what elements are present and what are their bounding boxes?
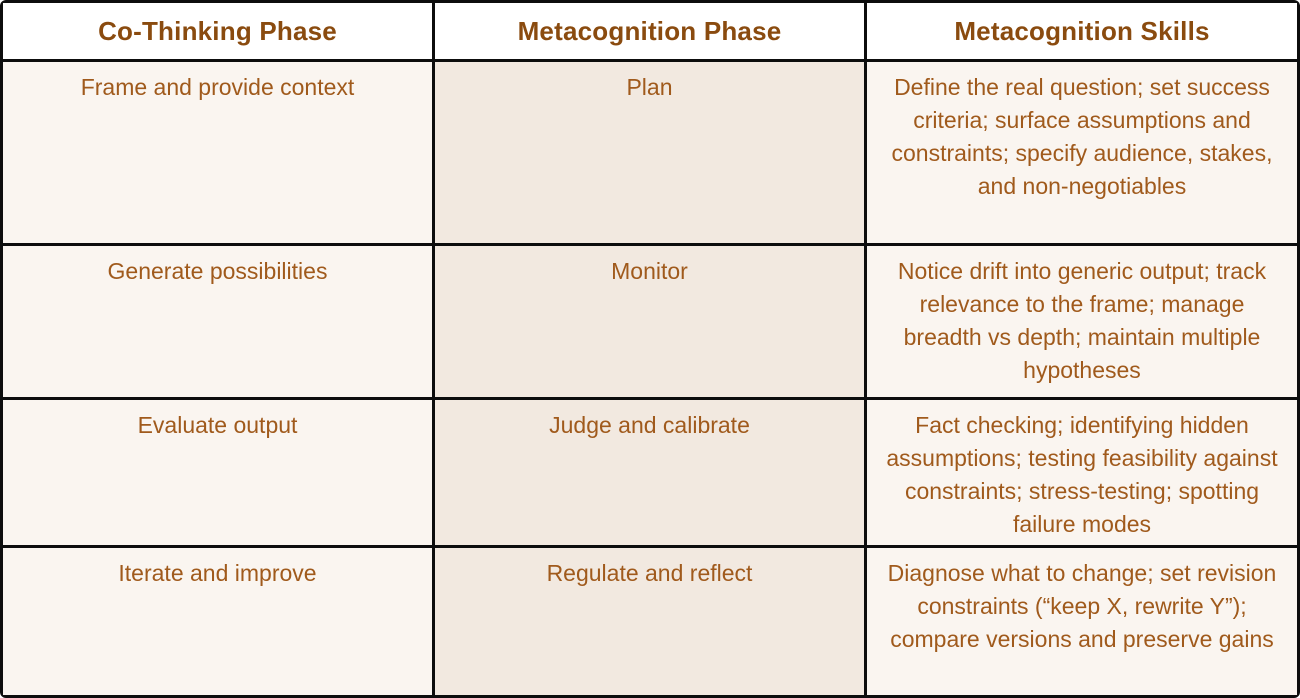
- metacognition-phase-text: Regulate and reflect: [546, 560, 753, 586]
- phase-text: Generate possibilities: [107, 258, 328, 284]
- cell-skills: Fact checking; identifying hidden assump…: [867, 400, 1297, 545]
- metacognition-phase-text: Plan: [626, 74, 673, 100]
- cell-metacognition-phase: Plan: [435, 62, 864, 243]
- phase-text: Frame and provide context: [80, 74, 355, 100]
- phase-text: Iterate and improve: [118, 560, 317, 586]
- column-header-label: Metacognition Skills: [954, 15, 1210, 46]
- skills-text: Notice drift into generic output; track …: [897, 258, 1267, 383]
- cell-metacognition-phase: Regulate and reflect: [435, 548, 864, 695]
- cell-phase: Frame and provide context: [3, 62, 432, 243]
- cell-metacognition-phase: Monitor: [435, 246, 864, 397]
- skills-text: Diagnose what to change; set revision co…: [887, 560, 1277, 652]
- column-header-label: Co-Thinking Phase: [98, 15, 337, 46]
- skills-text: Fact checking; identifying hidden assump…: [886, 412, 1278, 537]
- cell-metacognition-phase: Judge and calibrate: [435, 400, 864, 545]
- metacognition-phase-text: Judge and calibrate: [549, 412, 750, 438]
- column-header-metacognition-skills: Metacognition Skills: [867, 3, 1297, 59]
- cell-skills: Notice drift into generic output; track …: [867, 246, 1297, 397]
- column-header-label: Metacognition Phase: [517, 15, 782, 46]
- skills-text: Define the real question; set success cr…: [891, 74, 1273, 199]
- column-header-metacognition-phase: Metacognition Phase: [435, 3, 864, 59]
- cell-phase: Iterate and improve: [3, 548, 432, 695]
- cell-skills: Diagnose what to change; set revision co…: [867, 548, 1297, 695]
- phase-text: Evaluate output: [137, 412, 298, 438]
- metacognition-phase-text: Monitor: [611, 258, 688, 284]
- cell-skills: Define the real question; set success cr…: [867, 62, 1297, 243]
- cell-phase: Generate possibilities: [3, 246, 432, 397]
- column-header-co-thinking-phase: Co-Thinking Phase: [3, 3, 432, 59]
- cell-phase: Evaluate output: [3, 400, 432, 545]
